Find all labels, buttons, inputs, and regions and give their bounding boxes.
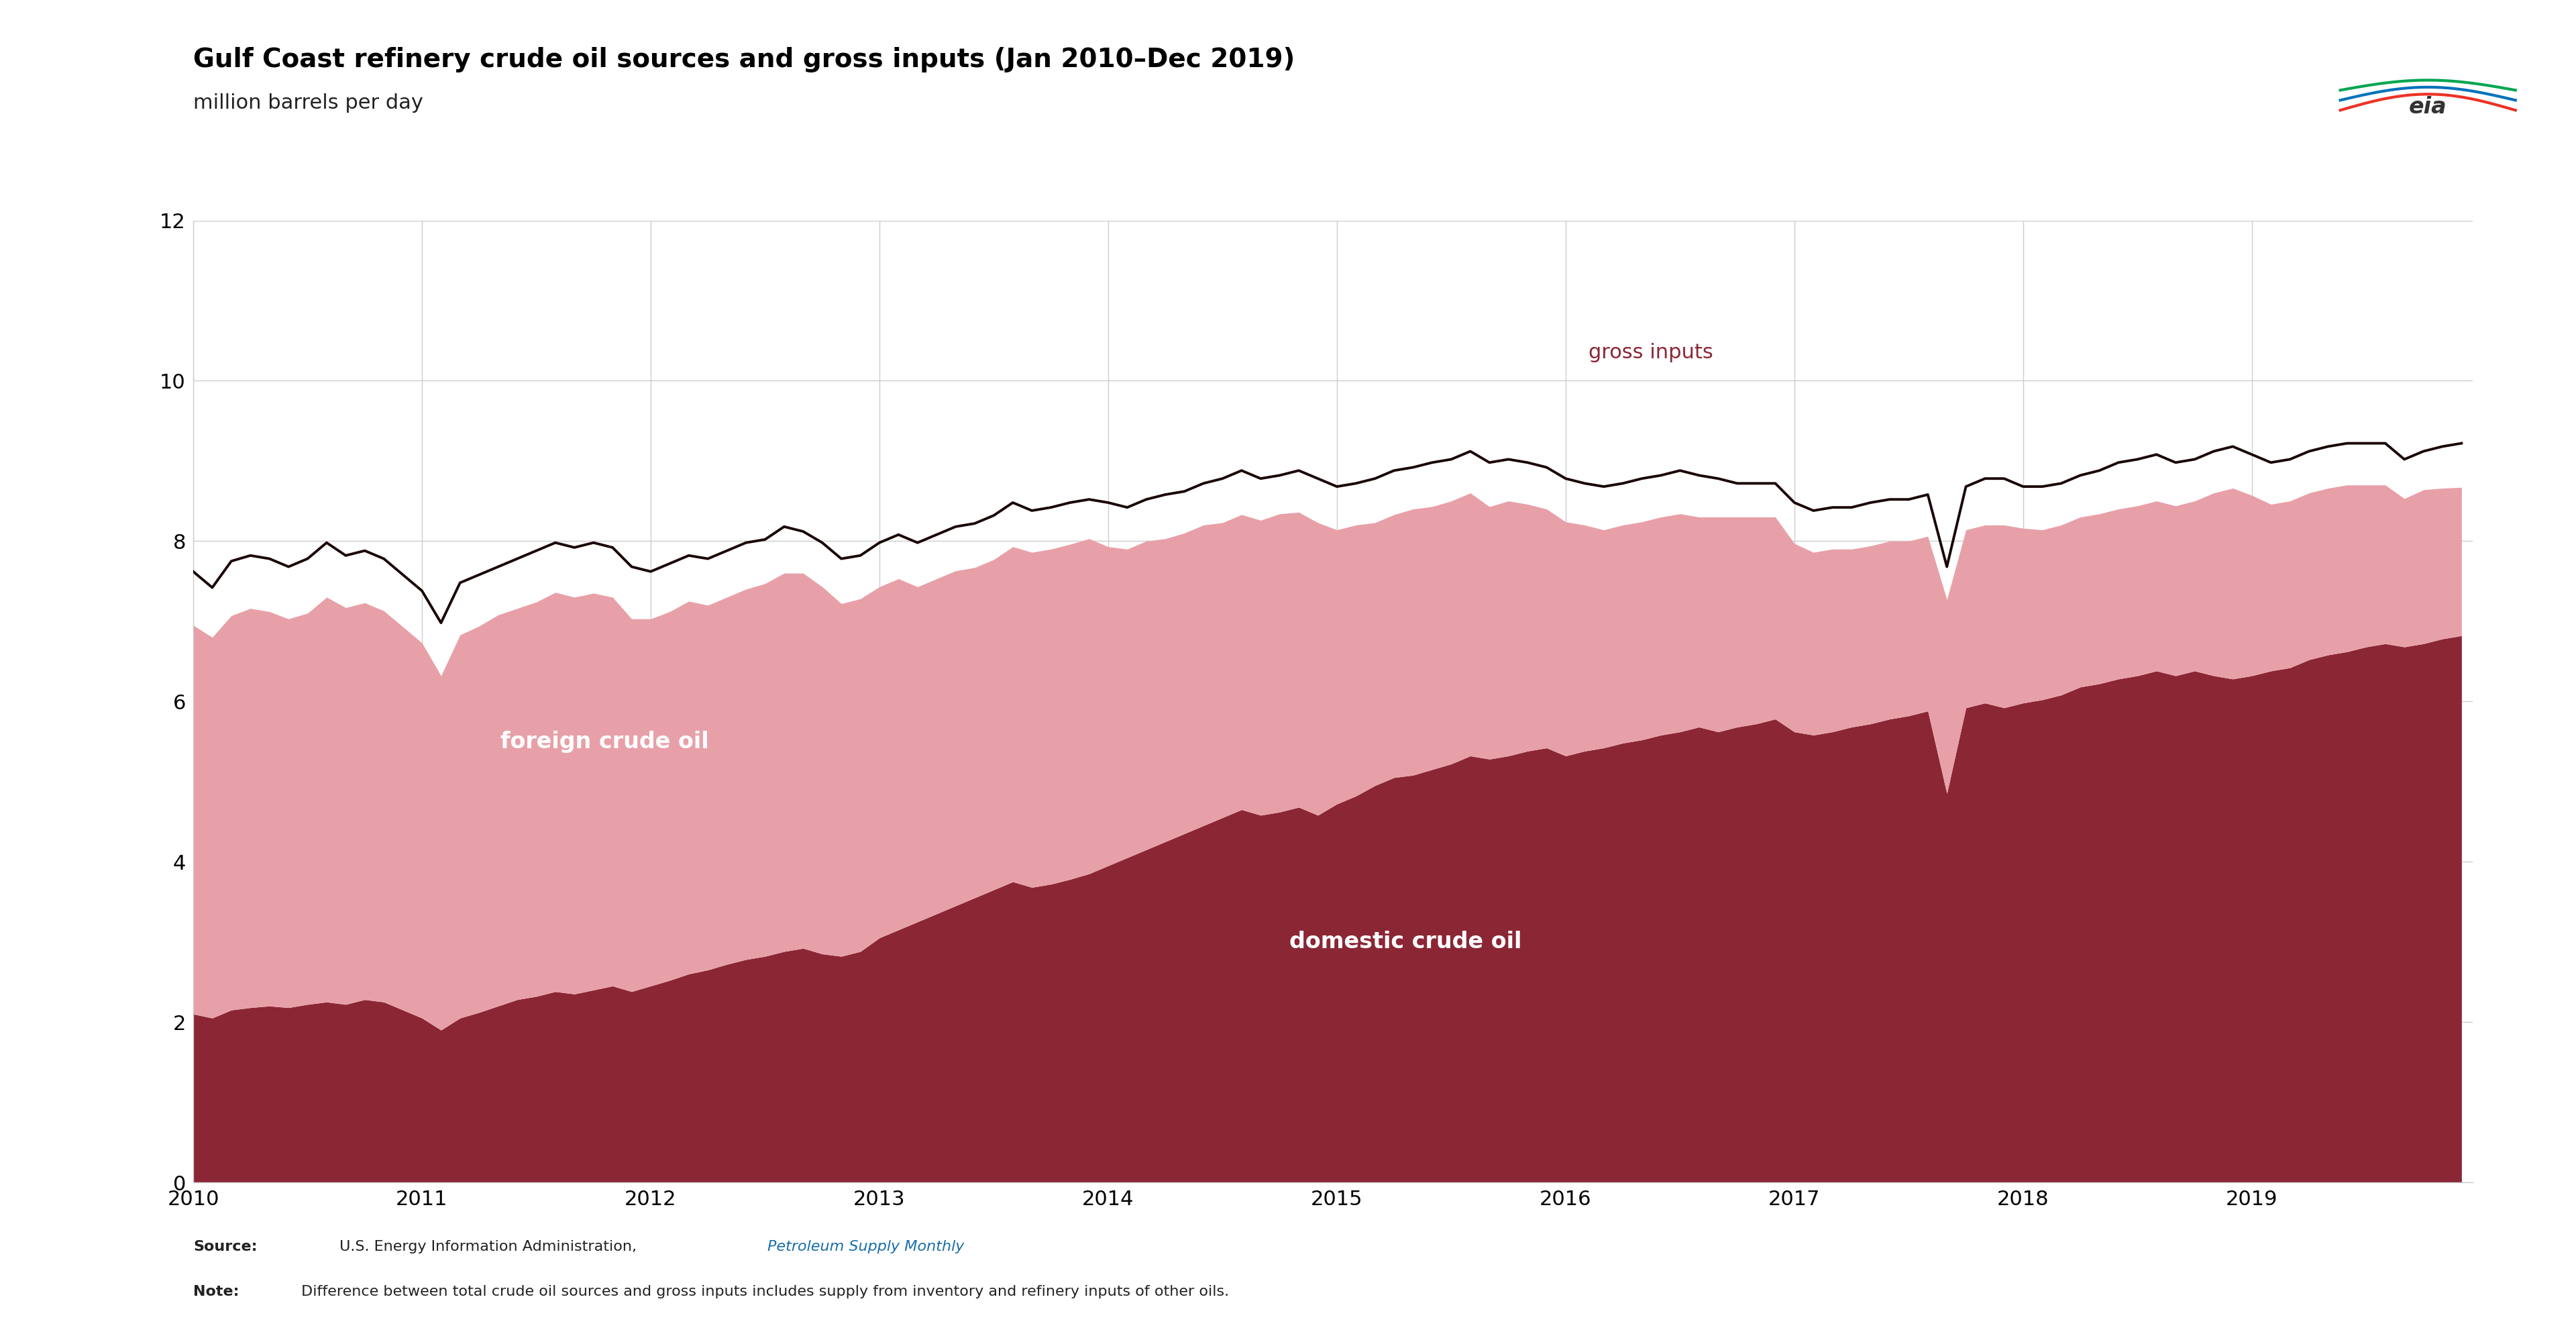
Text: gross inputs: gross inputs <box>1589 343 1713 362</box>
Text: Petroleum Supply Monthly: Petroleum Supply Monthly <box>768 1240 963 1253</box>
Text: foreign crude oil: foreign crude oil <box>500 731 708 752</box>
Text: million barrels per day: million barrels per day <box>193 94 422 114</box>
Text: eia: eia <box>2409 96 2447 118</box>
Text: domestic crude oil: domestic crude oil <box>1291 931 1522 953</box>
Text: U.S. Energy Information Administration,: U.S. Energy Information Administration, <box>335 1240 641 1253</box>
Text: Note:: Note: <box>193 1285 240 1299</box>
Text: Source:: Source: <box>193 1240 258 1253</box>
Text: Gulf Coast refinery crude oil sources and gross inputs (Jan 2010–Dec 2019): Gulf Coast refinery crude oil sources an… <box>193 47 1296 72</box>
Text: Difference between total crude oil sources and gross inputs includes supply from: Difference between total crude oil sourc… <box>296 1285 1229 1299</box>
